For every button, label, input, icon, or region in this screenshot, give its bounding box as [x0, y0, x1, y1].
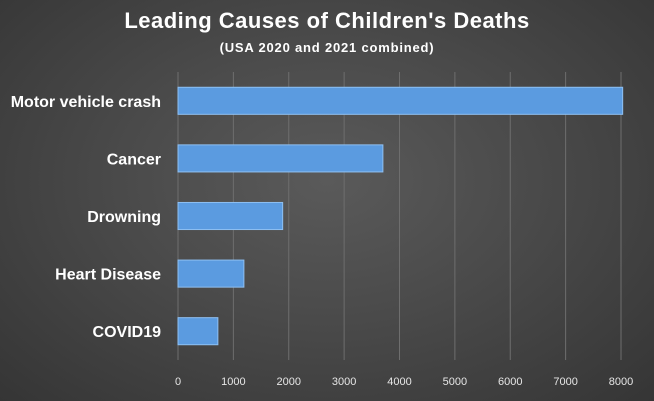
bar [177, 86, 624, 115]
x-tick-label: 5000 [443, 376, 467, 388]
bar-group [177, 86, 624, 346]
x-tick-label: 7000 [553, 376, 577, 388]
x-tick-labels: 0 1000 2000 3000 4000 5000 6000 7000 8000 [175, 376, 633, 388]
x-tick-label: 2000 [277, 376, 301, 388]
x-tick-label: 0 [175, 376, 181, 388]
x-tick-label: 1000 [221, 376, 245, 388]
x-tick-label: 3000 [332, 376, 356, 388]
bar [177, 201, 284, 231]
chart-subtitle: (USA 2020 and 2021 combined) [219, 40, 435, 55]
category-label: Cancer [107, 151, 161, 168]
category-label: Drowning [87, 209, 161, 226]
bar [177, 259, 245, 288]
category-labels: Motor vehicle crash Cancer Drowning Heart D… [11, 94, 161, 341]
x-tick-label: 4000 [387, 376, 411, 388]
bar [177, 144, 384, 173]
category-label: Heart Disease [55, 267, 161, 284]
category-label: COVID19 [93, 324, 162, 341]
bar [177, 317, 219, 346]
category-label: Motor vehicle crash [11, 94, 161, 111]
chart-title: Leading Causes of Children's Deaths [124, 8, 530, 33]
x-tick-label: 6000 [498, 376, 522, 388]
x-tick-label: 8000 [609, 376, 633, 388]
